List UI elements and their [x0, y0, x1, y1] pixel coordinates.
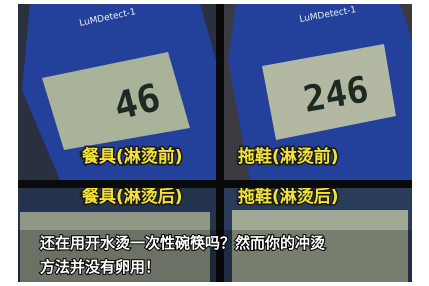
panel-label: 拖鞋(淋烫前): [238, 146, 339, 167]
panel-label: 餐具(淋烫后): [82, 186, 183, 207]
panel-label: 拖鞋(淋烫后): [238, 186, 339, 207]
panel-top-left: LuMDetect-1 46 餐具(淋烫前): [18, 4, 216, 180]
panel-label: 餐具(淋烫前): [82, 146, 183, 167]
caption-line: 方法并没有卵用！: [40, 258, 160, 276]
caption-line: 还在用开水烫一次性碗筷吗？然而你的冲烫: [39, 234, 326, 252]
panel-top-right: LuMDetect-1 246 拖鞋(淋烫前): [224, 4, 412, 180]
divider-horizontal: [18, 180, 412, 188]
screenshot: LuMDetect-1 46 餐具(淋烫前) LuMDetect-1 246 拖…: [0, 0, 429, 286]
